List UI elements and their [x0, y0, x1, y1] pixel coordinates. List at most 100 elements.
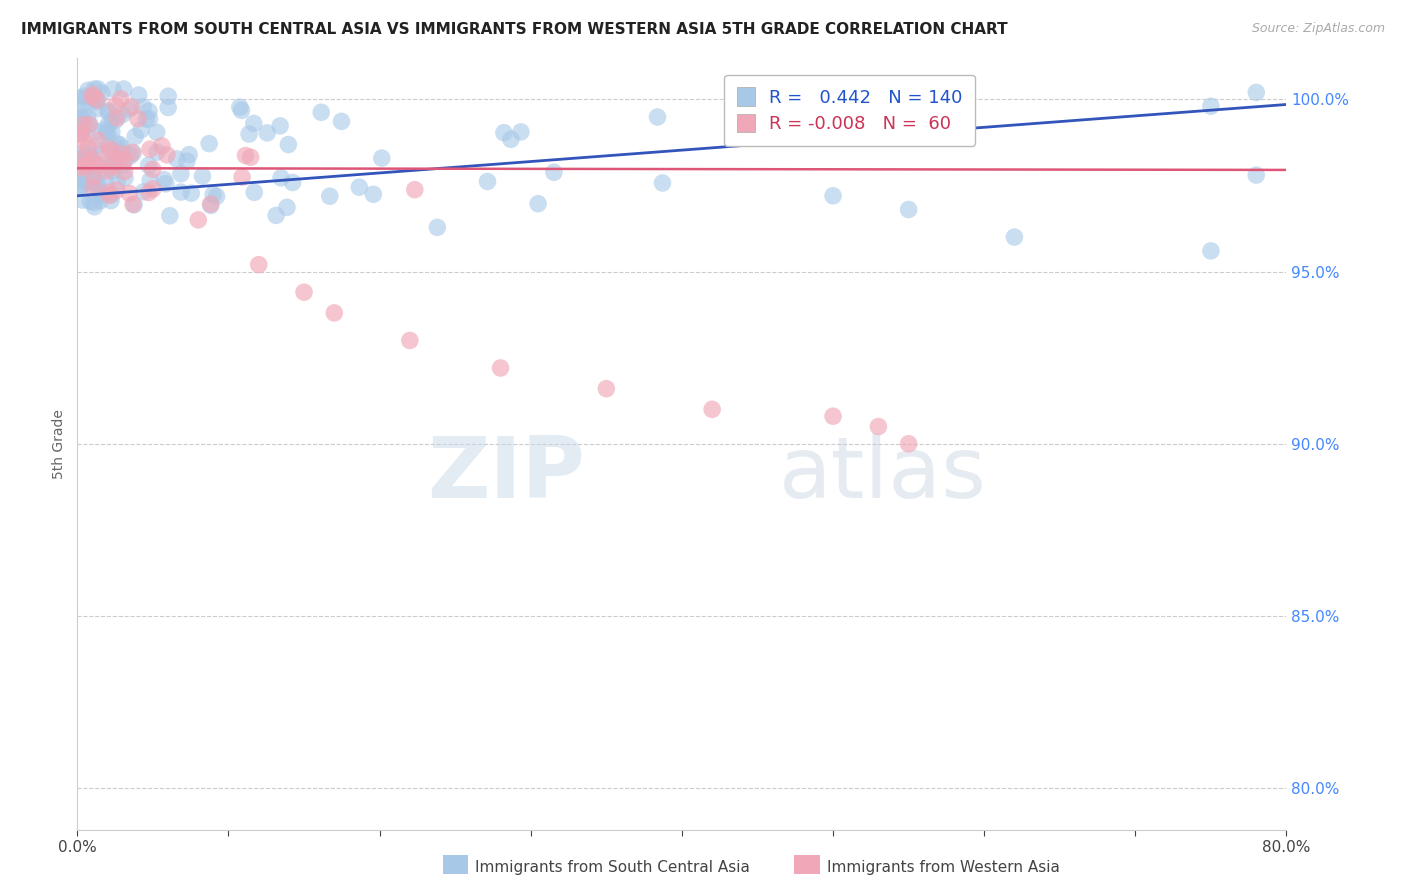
Point: [77, 158, 100, 172]
Point: [69, 126, 91, 140]
Point: [96, 122, 118, 136]
Point: [91, 187, 114, 202]
Point: [87, 177, 110, 191]
Point: [145, 125, 167, 139]
Point: [897, 202, 920, 217]
Point: [179, 147, 201, 161]
Point: [79, 194, 101, 209]
Point: [101, 82, 124, 96]
Point: [110, 146, 132, 161]
Point: [100, 194, 122, 208]
Point: [97, 117, 120, 131]
Point: [70, 111, 93, 125]
Point: [110, 92, 132, 106]
Point: [84, 139, 107, 153]
Text: IMMIGRANTS FROM SOUTH CENTRAL ASIA VS IMMIGRANTS FROM WESTERN ASIA 5TH GRADE COR: IMMIGRANTS FROM SOUTH CENTRAL ASIA VS IM…: [21, 22, 1008, 37]
Point: [105, 176, 128, 190]
Point: [702, 402, 724, 417]
Point: [821, 188, 844, 202]
Point: [104, 136, 127, 150]
Point: [82, 93, 104, 107]
Point: [104, 152, 127, 166]
Point: [269, 119, 291, 133]
Point: [247, 258, 270, 272]
Point: [132, 100, 155, 114]
Point: [426, 220, 449, 235]
Point: [94, 176, 117, 190]
Point: [105, 111, 128, 125]
Point: [122, 198, 145, 212]
Point: [91, 147, 114, 161]
Point: [238, 127, 260, 141]
Point: [527, 196, 550, 211]
Text: Source: ZipAtlas.com: Source: ZipAtlas.com: [1251, 22, 1385, 36]
Point: [101, 160, 124, 174]
Point: [114, 170, 136, 185]
Point: [309, 105, 332, 120]
Point: [70, 128, 93, 142]
Point: [86, 179, 108, 194]
Point: [595, 382, 617, 396]
Point: [1246, 168, 1268, 182]
Point: [69, 178, 91, 193]
Point: [166, 152, 188, 166]
Point: [118, 186, 141, 201]
Text: Immigrants from South Central Asia: Immigrants from South Central Asia: [475, 860, 751, 874]
Point: [198, 136, 221, 151]
Point: [111, 141, 134, 155]
Point: [157, 89, 180, 103]
Point: [1246, 86, 1268, 100]
Point: [477, 174, 499, 188]
Point: [69, 161, 91, 175]
Point: [87, 93, 110, 107]
Point: [108, 137, 131, 152]
Point: [72, 118, 94, 132]
Point: [122, 197, 145, 211]
Point: [98, 188, 121, 202]
Point: [97, 105, 120, 120]
Point: [112, 82, 135, 96]
Point: [139, 142, 162, 156]
Point: [510, 125, 533, 139]
Point: [79, 118, 101, 132]
Point: [114, 164, 136, 178]
Point: [489, 361, 512, 376]
Point: [97, 126, 120, 140]
Point: [83, 171, 105, 186]
Point: [77, 83, 100, 97]
Point: [83, 156, 105, 170]
Point: [83, 195, 105, 210]
Point: [114, 153, 136, 167]
Point: [100, 142, 122, 156]
Point: [202, 187, 225, 202]
Point: [84, 95, 107, 109]
Point: [107, 153, 129, 167]
Point: [104, 98, 127, 112]
Point: [86, 102, 108, 116]
Point: [170, 167, 193, 181]
Point: [897, 436, 920, 450]
Point: [94, 161, 117, 176]
Point: [111, 107, 134, 121]
Point: [97, 104, 120, 119]
Point: [242, 116, 264, 130]
Point: [243, 186, 266, 200]
Point: [205, 189, 228, 203]
Point: [135, 112, 157, 127]
Point: [69, 174, 91, 188]
Point: [492, 126, 515, 140]
Point: [72, 125, 94, 139]
Point: [235, 148, 257, 162]
Point: [122, 146, 145, 161]
Point: [110, 145, 132, 160]
Point: [76, 161, 98, 175]
Point: [87, 82, 110, 96]
Point: [84, 93, 107, 107]
Point: [89, 194, 111, 208]
Point: [276, 200, 298, 214]
Point: [264, 208, 287, 222]
Point: [111, 158, 134, 172]
Point: [72, 134, 94, 148]
Point: [191, 169, 214, 183]
Point: [180, 186, 202, 200]
